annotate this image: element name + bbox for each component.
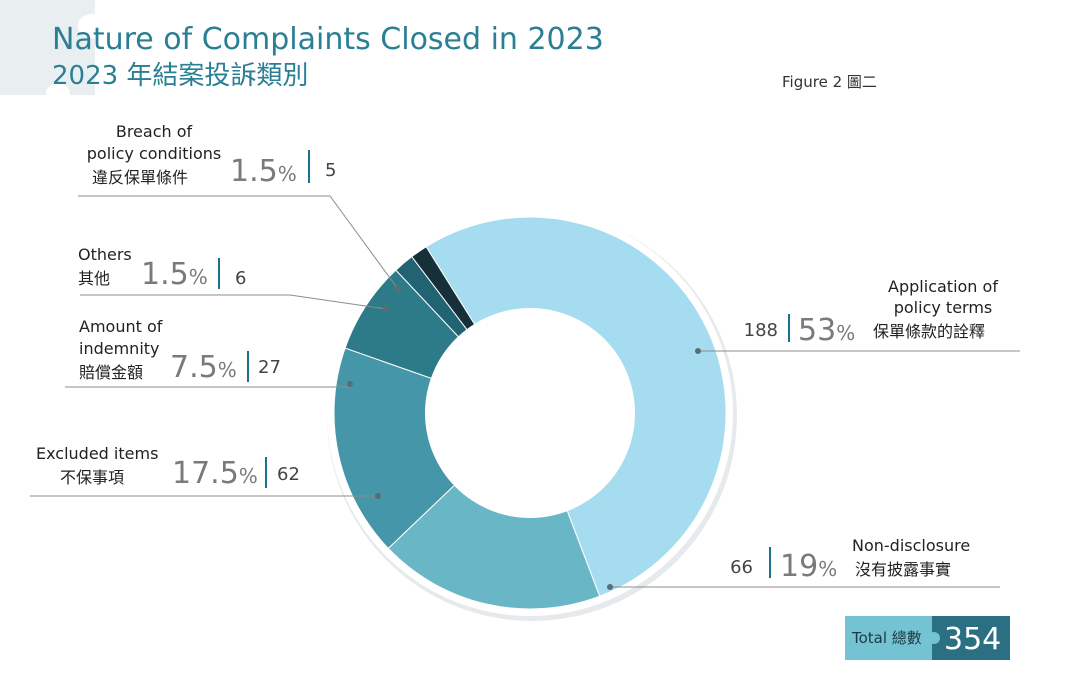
puzzle-decoration-icon bbox=[0, 0, 95, 95]
label-indemnity-percent-value: 7.5 bbox=[170, 350, 218, 385]
label-breach-percent: 1.5% bbox=[230, 154, 297, 189]
label-indemnity-line-2: indemnity bbox=[79, 339, 160, 358]
leader-dot-indemnity bbox=[347, 381, 353, 387]
figure-label: Figure 2 圖二 bbox=[782, 73, 877, 91]
label-indemnity: Amount of indemnity 賠償金額 7.5% 27 bbox=[79, 317, 281, 385]
label-breach-line-1: Breach of bbox=[116, 122, 193, 141]
label-application-percent: 53% bbox=[798, 313, 855, 348]
label-breach-percent-value: 1.5 bbox=[230, 154, 278, 189]
leader-line-breach bbox=[78, 195, 399, 290]
label-indemnity-line-3: 賠償金額 bbox=[79, 363, 143, 382]
label-application-line-1: Application of bbox=[888, 277, 998, 296]
label-others-line-2: 其他 bbox=[78, 269, 110, 288]
label-nondisclosure-percent: 19% bbox=[780, 549, 837, 584]
label-excluded-percent-sign: % bbox=[239, 464, 258, 488]
label-application-percent-sign: % bbox=[836, 321, 855, 345]
label-excluded-line-2: 不保事項 bbox=[60, 468, 124, 487]
label-application: Application of policy terms 保單條款的詮釋 188 … bbox=[744, 277, 999, 348]
label-indemnity-percent-sign: % bbox=[218, 358, 237, 382]
label-application-line-2: policy terms bbox=[894, 298, 993, 317]
label-excluded-percent: 17.5% bbox=[172, 456, 258, 491]
label-excluded-count: 62 bbox=[277, 464, 300, 485]
label-others-line-1: Others bbox=[78, 245, 132, 264]
label-breach-line-3: 違反保單條件 bbox=[92, 168, 188, 187]
label-nondisclosure-percent-sign: % bbox=[818, 557, 837, 581]
label-others-count: 6 bbox=[235, 268, 246, 289]
label-application-line-3: 保單條款的詮釋 bbox=[873, 322, 985, 341]
total-box: Total 總數 354 bbox=[845, 616, 1010, 660]
total-box-light bbox=[845, 616, 935, 660]
label-indemnity-percent: 7.5% bbox=[170, 350, 237, 385]
label-others: Others 其他 1.5% 6 bbox=[78, 245, 246, 292]
label-nondisclosure-line-2: 沒有披露事實 bbox=[855, 560, 951, 579]
chart-title: Nature of Complaints Closed in 2023 bbox=[52, 22, 604, 57]
donut bbox=[327, 210, 737, 621]
label-breach: Breach of policy conditions 違反保單條件 1.5% … bbox=[87, 122, 337, 189]
label-nondisclosure-line-1: Non-disclosure bbox=[852, 536, 970, 555]
chart-title-zh: 2023 年結案投訴類別 bbox=[52, 61, 308, 91]
label-indemnity-count: 27 bbox=[258, 357, 281, 378]
donut-hole bbox=[425, 308, 635, 518]
leader-dot-excluded bbox=[375, 493, 381, 499]
label-application-percent-value: 53 bbox=[798, 313, 836, 348]
label-others-percent: 1.5% bbox=[141, 257, 208, 292]
label-excluded-line-1: Excluded items bbox=[36, 444, 158, 463]
label-nondisclosure-percent-value: 19 bbox=[780, 549, 818, 584]
label-excluded-percent-value: 17.5 bbox=[172, 456, 239, 491]
label-breach-percent-sign: % bbox=[278, 162, 297, 186]
label-breach-line-2: policy conditions bbox=[87, 144, 222, 163]
leader-dot-breach bbox=[395, 286, 401, 292]
total-value: 354 bbox=[944, 622, 1001, 657]
leader-dot-application bbox=[695, 348, 701, 354]
label-others-percent-value: 1.5 bbox=[141, 257, 189, 292]
leader-lines bbox=[30, 195, 1020, 590]
label-breach-count: 5 bbox=[325, 160, 336, 181]
total-label: Total 總數 bbox=[851, 629, 922, 647]
label-others-percent-sign: % bbox=[189, 265, 208, 289]
label-application-count: 188 bbox=[744, 320, 778, 341]
label-excluded: Excluded items 不保事項 17.5% 62 bbox=[36, 444, 300, 491]
label-indemnity-line-1: Amount of bbox=[79, 317, 163, 336]
leader-dot-others bbox=[383, 306, 389, 312]
label-nondisclosure: Non-disclosure 沒有披露事實 66 19% bbox=[730, 536, 970, 584]
label-nondisclosure-count: 66 bbox=[730, 557, 753, 578]
leader-line-others bbox=[80, 294, 387, 310]
total-box-dark bbox=[932, 616, 1010, 660]
total-box-connector bbox=[928, 632, 940, 644]
leader-dot-nondisclosure bbox=[607, 584, 613, 590]
